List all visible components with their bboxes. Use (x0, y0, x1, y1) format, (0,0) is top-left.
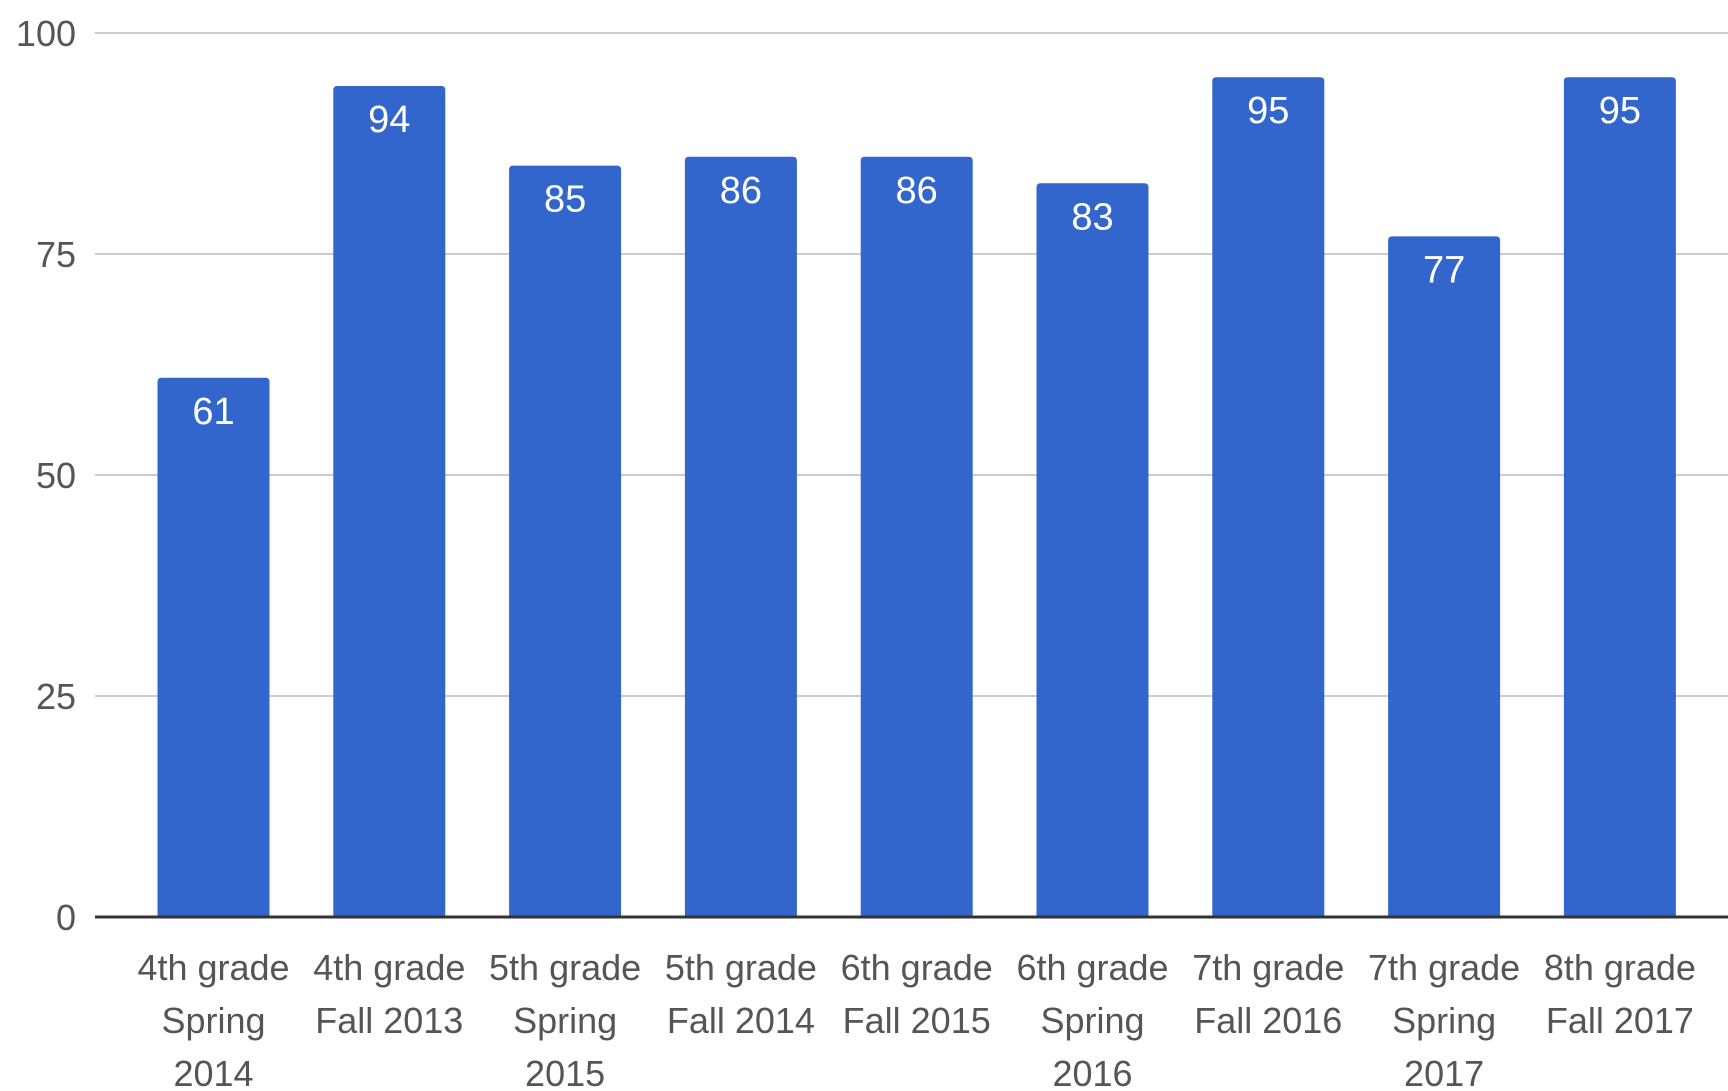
y-tick-label: 50 (36, 455, 76, 496)
x-tick-label: Spring (513, 1000, 617, 1041)
x-tick-label: Spring (161, 1000, 265, 1041)
x-tick-label: 2017 (1404, 1053, 1484, 1091)
data-label: 83 (1071, 196, 1113, 238)
bar (333, 86, 446, 918)
x-axis-ticks: 4th grade Spring 2014 4th grade Fall 2013 5th… (137, 947, 1696, 1091)
bars (157, 77, 1676, 918)
data-label: 61 (192, 391, 234, 433)
x-tick-label: 7th grade (1368, 947, 1520, 988)
x-tick-label: 6th grade (841, 947, 993, 988)
x-tick-label: Fall 2014 (667, 1000, 815, 1041)
x-tick-label: 2016 (1052, 1053, 1132, 1091)
y-tick-label: 0 (56, 897, 76, 938)
x-tick-label: Spring (1040, 1000, 1144, 1041)
y-tick-label: 75 (36, 234, 76, 275)
x-tick-label: 7th grade (1192, 947, 1344, 988)
data-label: 77 (1423, 249, 1465, 291)
data-label: 86 (720, 170, 762, 212)
data-label: 95 (1599, 90, 1641, 132)
x-tick-label: 2014 (173, 1053, 253, 1091)
bar (1212, 77, 1325, 917)
data-label: 95 (1247, 90, 1289, 132)
x-tick-label: Fall 2013 (315, 1000, 463, 1041)
x-tick-label: Fall 2016 (1194, 1000, 1342, 1041)
data-label: 86 (896, 170, 938, 212)
x-tick-label: 6th grade (1016, 947, 1168, 988)
y-tick-label: 25 (36, 676, 76, 717)
bar (509, 165, 622, 918)
bar (860, 156, 973, 917)
x-tick-label: 4th grade (137, 947, 289, 988)
x-tick-label: 5th grade (665, 947, 817, 988)
y-tick-label: 100 (16, 13, 76, 54)
data-label: 94 (368, 99, 410, 141)
x-tick-label: 8th grade (1544, 947, 1696, 988)
x-tick-label: 4th grade (313, 947, 465, 988)
bar (1563, 77, 1676, 917)
y-axis-ticks: 0 25 50 75 100 (16, 13, 76, 938)
data-labels: 61 94 85 86 86 83 95 77 95 (192, 90, 1641, 433)
x-tick-label: 2015 (525, 1053, 605, 1091)
x-tick-label: Spring (1392, 1000, 1496, 1041)
x-tick-label: Fall 2015 (843, 1000, 991, 1041)
bar (157, 377, 270, 917)
x-tick-label: 5th grade (489, 947, 641, 988)
x-tick-label: Fall 2017 (1546, 1000, 1694, 1041)
bar (1388, 236, 1501, 917)
data-label: 85 (544, 179, 586, 221)
bar (1036, 183, 1149, 917)
bar (684, 156, 797, 917)
